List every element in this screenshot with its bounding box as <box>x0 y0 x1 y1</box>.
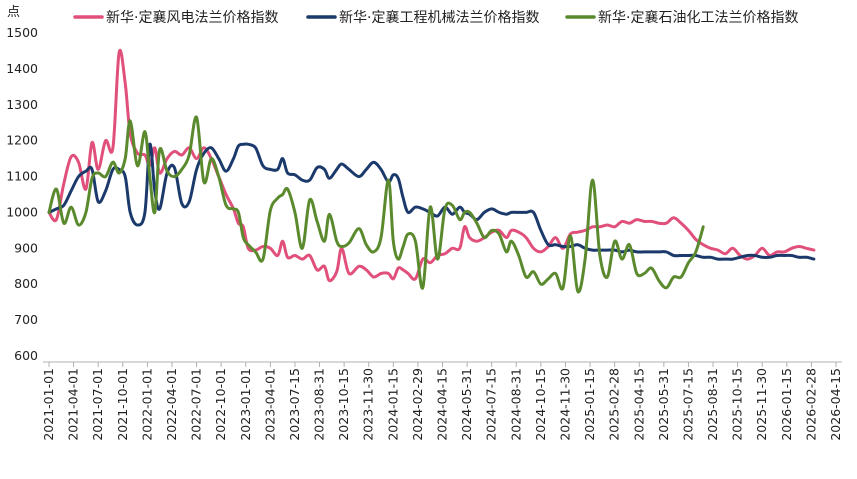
x-tick-label: 2023-11-30 <box>361 368 376 441</box>
x-tick-label: 2024-02-29 <box>410 368 425 441</box>
x-tick-label: 2025-01-15 <box>582 368 597 441</box>
y-tick-label: 900 <box>14 240 38 255</box>
y-tick-label: 800 <box>14 276 38 291</box>
x-tick-label: 2022-10-01 <box>213 368 228 441</box>
y-axis-unit-label: 点 <box>7 5 20 20</box>
x-tick-label: 2025-08-31 <box>705 368 720 441</box>
x-tick-label: 2026-04-15 <box>828 368 843 441</box>
series-line-wind-power <box>47 48 816 283</box>
legend-label-wind-power: 新华·定襄风电法兰价格指数 <box>106 10 278 26</box>
x-axis-ticks: 2021-01-01 2021-04-01 2021-07-01 2021-10-01… <box>41 362 843 441</box>
chart-legend: 新华·定襄风电法兰价格指数 新华·定襄工程机械法兰价格指数 新华·定襄石油化工法兰价… <box>73 10 798 26</box>
x-tick-label: 2024-05-31 <box>459 368 474 441</box>
x-tick-label: 2025-02-28 <box>607 368 622 441</box>
x-tick-label: 2025-10-15 <box>730 368 745 441</box>
x-tick-label: 2025-11-30 <box>754 368 769 441</box>
y-tick-label: 700 <box>14 312 38 327</box>
x-tick-label: 2026-02-28 <box>803 368 818 441</box>
y-tick-label: 1200 <box>6 133 38 148</box>
legend-label-petrochemical: 新华·定襄石油化工法兰价格指数 <box>598 10 798 26</box>
x-tick-label: 2023-04-01 <box>262 368 277 441</box>
series-line-construction-machinery <box>47 142 816 261</box>
x-tick-label: 2024-01-15 <box>385 368 400 441</box>
y-tick-label: 1100 <box>6 169 38 184</box>
x-tick-label: 2022-01-01 <box>139 368 154 441</box>
y-axis-ticks: 600 700 800 900 1000 1100 1200 1300 1400 1500 <box>6 25 38 363</box>
y-tick-label: 1300 <box>6 97 38 112</box>
x-tick-label: 2021-01-01 <box>41 368 56 441</box>
x-tick-label: 2024-04-15 <box>435 368 450 441</box>
x-tick-label: 2023-08-31 <box>312 368 327 441</box>
y-tick-label: 1400 <box>6 61 38 76</box>
y-tick-label: 600 <box>14 348 38 363</box>
x-tick-label: 2022-07-01 <box>189 368 204 441</box>
x-tick-label: 2023-01-01 <box>238 368 253 441</box>
series-line-petrochemical <box>47 115 705 294</box>
x-tick-label: 2025-05-31 <box>656 368 671 441</box>
legend-label-construction-machinery: 新华·定襄工程机械法兰价格指数 <box>339 10 539 26</box>
x-tick-label: 2025-07-15 <box>680 368 695 441</box>
y-tick-label: 1500 <box>6 25 38 40</box>
x-tick-label: 2022-04-01 <box>164 368 179 441</box>
x-tick-label: 2023-10-15 <box>336 368 351 441</box>
x-tick-label: 2021-07-01 <box>90 368 105 441</box>
x-tick-label: 2024-11-30 <box>557 368 572 441</box>
x-tick-label: 2024-07-15 <box>484 368 499 441</box>
series-lines <box>47 48 816 294</box>
x-tick-label: 2024-10-15 <box>533 368 548 441</box>
x-tick-label: 2026-01-15 <box>779 368 794 441</box>
y-tick-label: 1000 <box>6 204 38 219</box>
x-tick-label: 2021-04-01 <box>66 368 81 441</box>
x-tick-label: 2021-10-01 <box>115 368 130 441</box>
x-tick-label: 2024-08-31 <box>508 368 523 441</box>
x-tick-label: 2023-07-15 <box>287 368 302 441</box>
x-tick-label: 2025-04-15 <box>631 368 646 441</box>
